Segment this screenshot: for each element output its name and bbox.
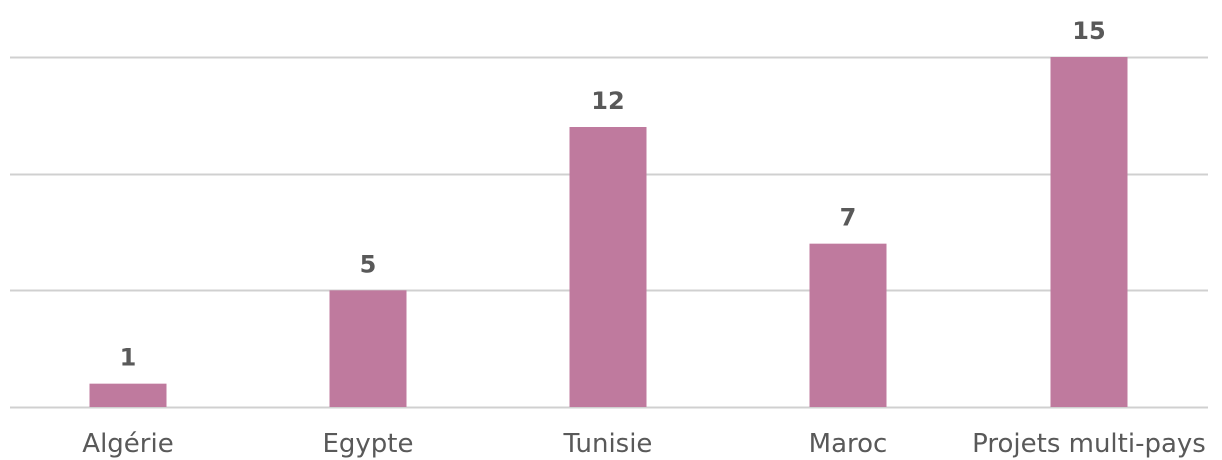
data-label-2: 12: [591, 87, 624, 115]
category-label-1: Egypte: [322, 429, 413, 459]
category-label-3: Maroc: [809, 429, 888, 459]
category-label-0: Algérie: [82, 429, 173, 459]
bar-1: [329, 290, 407, 407]
bar-0: [89, 383, 167, 407]
data-label-3: 7: [840, 204, 857, 232]
category-label-2: Tunisie: [563, 429, 653, 459]
bar-3: [809, 243, 887, 407]
bars: [89, 57, 1128, 407]
bar-4: [1050, 57, 1128, 407]
data-label-4: 15: [1072, 17, 1105, 45]
data-label-0: 1: [120, 344, 137, 372]
category-labels: Algérie Egypte Tunisie Maroc Projets multi-p…: [82, 429, 1206, 459]
bar-2: [569, 127, 647, 407]
data-label-1: 5: [360, 250, 377, 278]
category-label-4: Projets multi-pays: [972, 429, 1206, 459]
